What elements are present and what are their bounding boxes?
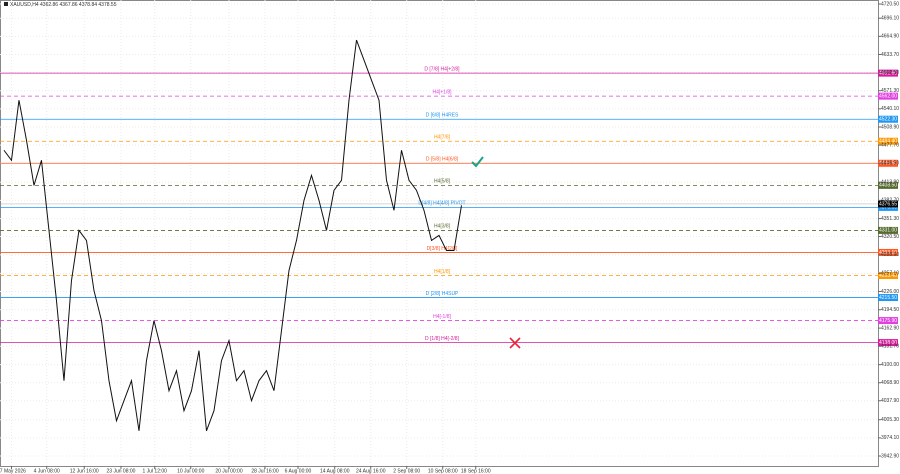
level-label: H4[1/8] — [434, 269, 451, 275]
level-label: H4[+1/8] — [432, 89, 452, 95]
y-tick-label: 4696.10 — [881, 16, 899, 22]
x-tick-label: 12 Jun 16:00 — [70, 468, 99, 474]
y-tick-label: 3974.10 — [881, 435, 899, 441]
price-box — [878, 317, 898, 325]
x-tick-label: 24 Aug 16:00 — [356, 468, 386, 474]
y-tick-label: 4351.30 — [881, 216, 899, 222]
y-tick-label: 4005.30 — [881, 417, 899, 423]
y-tick-label: 4226.00 — [881, 289, 899, 295]
price-box-label: 4484.40 — [879, 139, 897, 145]
level-label: D[4/8] H4[4/8] PIVOT — [418, 201, 465, 207]
x-tick-label: 23 Jun 08:00 — [107, 468, 136, 474]
price-box — [878, 159, 898, 167]
chart-title: XAUUSD,H4 4362.86 4367.86 4378.84 4378.5… — [10, 2, 117, 8]
y-tick-label: 4382.70 — [881, 198, 899, 204]
price-box — [878, 272, 898, 280]
price-box-label: 4253.40 — [879, 273, 897, 279]
y-tick-label: 4477.70 — [881, 142, 899, 148]
y-tick-label: 4571.30 — [881, 88, 899, 94]
level-label: H4[7/8] — [434, 135, 451, 141]
price-box — [878, 92, 898, 100]
y-tick-label: 4508.90 — [881, 124, 899, 130]
x-tick-label: 18 Sep 16:00 — [461, 468, 491, 474]
price-box-label: 4408.50 — [879, 183, 897, 189]
y-tick-label: 4664.90 — [881, 34, 899, 40]
price-box-label: 4562.00 — [879, 93, 897, 99]
price-box-label: 4522.30 — [879, 117, 897, 123]
price-box-label: 4331.00 — [879, 228, 897, 234]
y-tick-label: 4602.50 — [881, 70, 899, 76]
level-label: H4[5/8] — [434, 179, 451, 185]
level-label: H4[-1/8] — [433, 314, 451, 320]
symbol-icon — [4, 2, 8, 6]
y-tick-label: 4257.10 — [881, 271, 899, 277]
x-tick-label: 20 Jul 00:00 — [215, 468, 242, 474]
current-price-box — [878, 200, 898, 208]
price-box — [878, 115, 898, 123]
y-tick-label: 4162.90 — [881, 325, 899, 331]
price-box — [878, 339, 898, 347]
x-tick-label: 6 Aug 00:00 — [285, 468, 312, 474]
current-price-label: 4376.55 — [879, 201, 897, 207]
level-label: D [5/8] H4[6/8] — [426, 157, 459, 163]
price-box — [878, 181, 898, 189]
y-tick-label: 4446.50 — [881, 161, 899, 167]
x-tick-label: 27 May 2026 — [0, 468, 26, 474]
price-box-label: 4175.90 — [879, 318, 897, 324]
price-box — [878, 294, 898, 302]
y-tick-label: 4633.70 — [881, 52, 899, 58]
price-box — [878, 137, 898, 145]
y-tick-label: 4037.90 — [881, 398, 899, 404]
price-box-label: 4138.00 — [879, 340, 897, 346]
price-box — [878, 226, 898, 234]
level-label: D [6/8] H4RES — [426, 113, 459, 119]
y-tick-label: 4194.50 — [881, 307, 899, 313]
level-label: D [1/8] H4[-2/8] — [425, 336, 460, 342]
x-tick-label: 4 Jun 08:00 — [34, 468, 60, 474]
price-box-label: 4601.60 — [879, 70, 897, 76]
level-label: D[3/8] H4[2/8] — [427, 246, 458, 252]
level-label: H4[3/8] — [434, 224, 451, 230]
y-tick-label: 4100.00 — [881, 362, 899, 368]
price-box — [878, 69, 898, 77]
price-line — [3, 39, 462, 431]
x-tick-label: 14 Aug 08:00 — [320, 468, 350, 474]
cross-icon — [509, 337, 521, 349]
series — [3, 39, 462, 431]
y-tick-label: 4320.50 — [881, 234, 899, 240]
level-label: D [7/8] H4[+2/8] — [424, 66, 460, 72]
x-tick-label: 10 Sep 08:00 — [428, 468, 458, 474]
y-tick-label: 4413.90 — [881, 180, 899, 186]
x-tick-label: 28 Jul 16:00 — [251, 468, 278, 474]
y-tick-label: 4288.90 — [881, 252, 899, 258]
y-tick-label: 4131.70 — [881, 344, 899, 350]
check-icon — [471, 156, 484, 168]
y-tick-label: 4720.50 — [881, 1, 899, 7]
price-box-label: 4446.50 — [879, 161, 897, 167]
levels: D [7/8] H4[+2/8] 4601.60 H4[+1/8] 4562.00 D … — [0, 66, 898, 347]
level-label: D [2/8] H4SUP — [426, 291, 459, 297]
price-box-label: 4215.50 — [879, 295, 897, 301]
plot-frame — [0, 0, 879, 467]
x-tick-label: 2 Sep 08:00 — [393, 468, 420, 474]
price-box-label: 4370.60 — [879, 205, 897, 211]
y-tick-label: 4068.90 — [881, 380, 899, 386]
price-box-label: 4293.10 — [879, 250, 897, 256]
y-tick-label: 4540.10 — [881, 106, 899, 112]
x-tick-label: 10 Jul 00:00 — [177, 468, 204, 474]
price-box — [878, 248, 898, 256]
y-tick-label: 3942.90 — [881, 453, 899, 459]
x-tick-label: 1 Jul 12:00 — [142, 468, 167, 474]
